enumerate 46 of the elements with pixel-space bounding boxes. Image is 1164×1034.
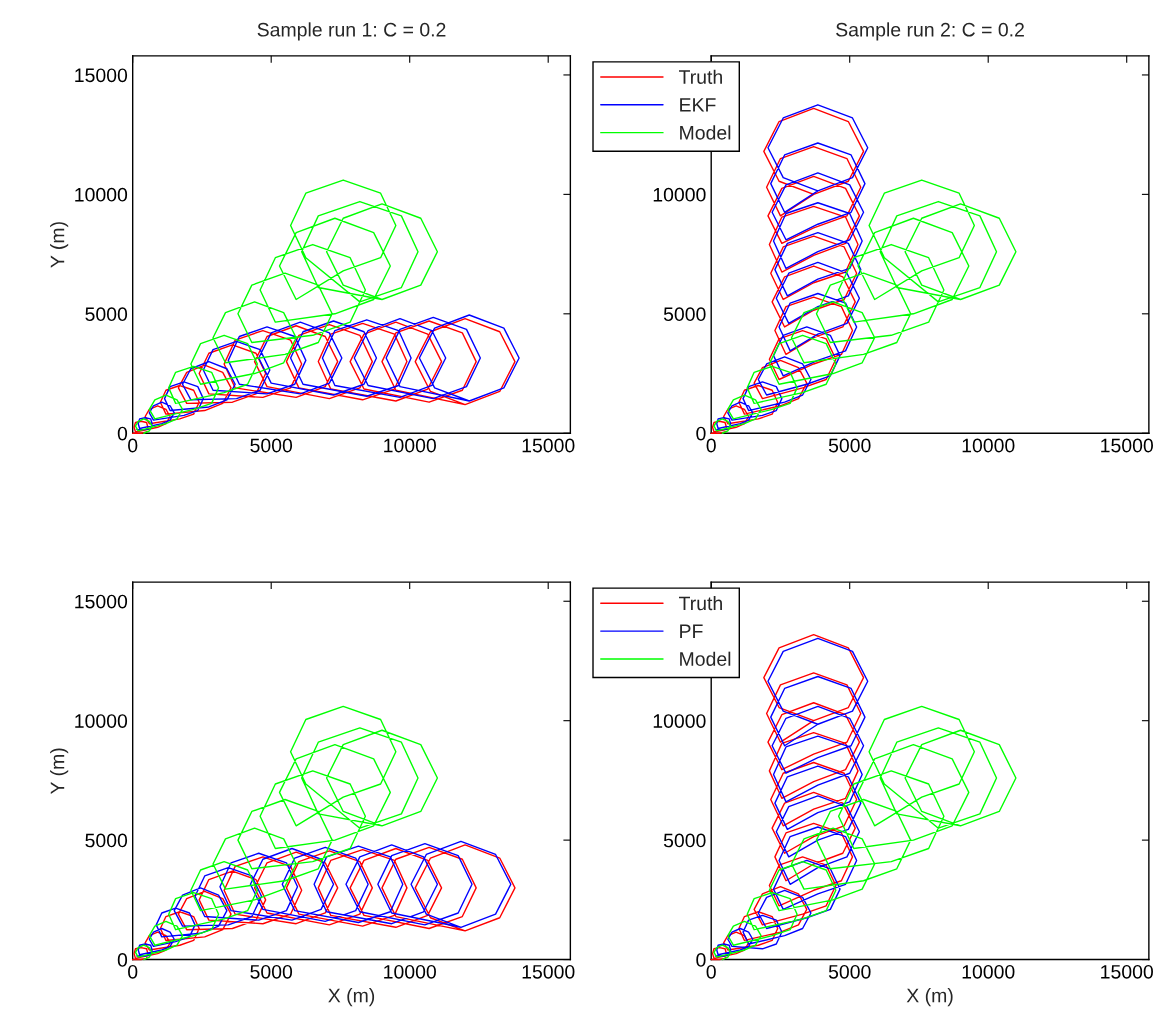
x-tick-label: 15000 — [1101, 964, 1153, 979]
line-series — [134, 705, 439, 961]
line-series — [713, 179, 1017, 434]
x-tick-label: 0 — [706, 964, 716, 979]
legend-label: Truth — [679, 595, 722, 611]
x-tick-label: 10000 — [384, 438, 436, 453]
y-axis-title: Y (m) — [50, 222, 69, 268]
x-tick-label: 15000 — [1101, 438, 1153, 453]
legend-label: PF — [680, 624, 703, 638]
y-tick-label: 15000 — [75, 594, 128, 609]
x-tick-label: 10000 — [384, 964, 436, 979]
line-series — [134, 179, 439, 434]
y-tick-label: 15000 — [75, 68, 128, 83]
x-tick-label: 0 — [128, 964, 138, 979]
y-tick-label: 0 — [117, 426, 128, 441]
chart-title: Sample run 2: C = 0.2 — [836, 22, 1024, 41]
y-tick-label: 5000 — [85, 307, 128, 322]
y-tick-label: 10000 — [75, 714, 128, 728]
y-axis-title: Y (m) — [50, 748, 69, 795]
y-tick-label: 0 — [696, 953, 706, 967]
x-tick-label: 0 — [706, 438, 716, 453]
y-tick-label: 5000 — [663, 307, 706, 322]
y-tick-label: 10000 — [75, 187, 128, 202]
x-tick-label: 0 — [128, 438, 138, 453]
y-tick-label: 10000 — [653, 714, 706, 728]
x-tick-label: 5000 — [828, 964, 871, 979]
x-tick-label: 5000 — [250, 438, 293, 453]
y-tick-label: 10000 — [653, 187, 706, 202]
y-tick-label: 0 — [696, 426, 706, 441]
x-tick-label: 5000 — [250, 964, 293, 979]
x-axis-title: X (m) — [906, 988, 953, 1007]
legend-label: Truth — [679, 69, 722, 84]
x-tick-label: 15000 — [522, 964, 575, 979]
x-tick-label: 10000 — [962, 964, 1015, 979]
x-axis-title: X (m) — [328, 988, 375, 1007]
y-tick-label: 5000 — [85, 833, 128, 848]
legend-label: Model — [680, 125, 731, 140]
y-tick-label: 0 — [117, 953, 128, 967]
legend-label: EKF — [680, 98, 716, 112]
line-series — [713, 705, 1017, 961]
x-tick-label: 10000 — [962, 438, 1015, 453]
legend-label: Model — [680, 651, 731, 666]
x-tick-label: 15000 — [522, 438, 575, 453]
x-tick-label: 5000 — [828, 438, 871, 453]
chart-title: Sample run 1: C = 0.2 — [257, 22, 446, 41]
y-tick-label: 5000 — [663, 833, 706, 848]
